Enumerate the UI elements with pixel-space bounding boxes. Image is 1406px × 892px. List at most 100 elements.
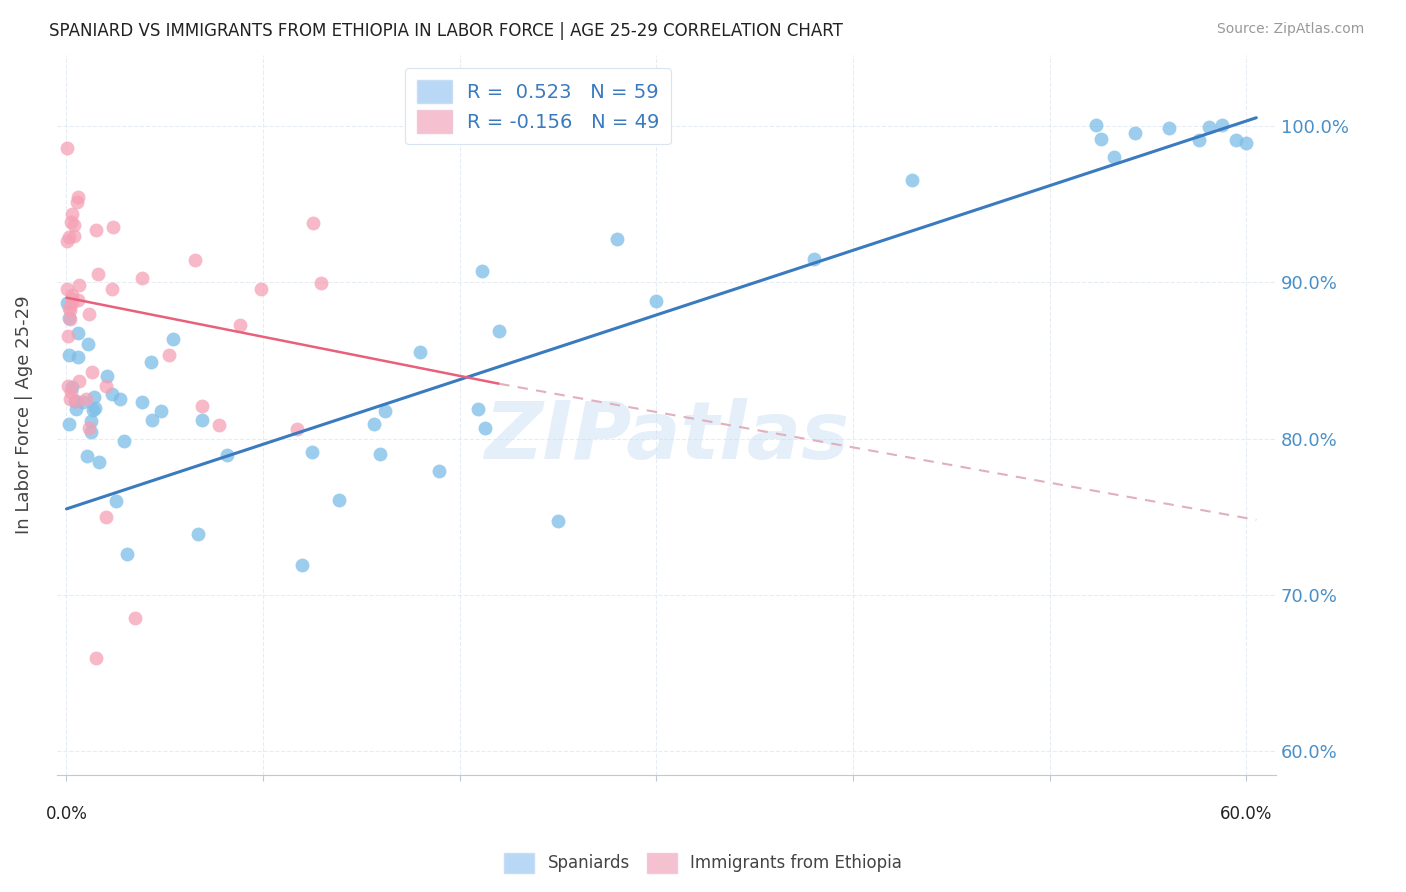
Point xyxy=(1225,133,1247,147)
Point xyxy=(157,348,180,362)
Point xyxy=(58,230,80,244)
Point xyxy=(66,189,89,203)
Point xyxy=(1084,118,1107,132)
Point xyxy=(108,392,131,406)
Point xyxy=(87,454,110,468)
Point xyxy=(94,509,117,524)
Point xyxy=(184,252,207,267)
Point xyxy=(1188,133,1211,147)
Point xyxy=(60,215,83,229)
Point xyxy=(1125,127,1147,141)
Point xyxy=(1198,120,1220,134)
Y-axis label: In Labor Force | Age 25-29: In Labor Force | Age 25-29 xyxy=(15,296,32,534)
Text: 60.0%: 60.0% xyxy=(1220,805,1272,823)
Point xyxy=(80,414,103,428)
Point xyxy=(141,413,163,427)
Point xyxy=(84,650,107,665)
Point xyxy=(60,292,83,306)
Point xyxy=(1234,136,1257,150)
Point xyxy=(67,293,90,307)
Text: 0.0%: 0.0% xyxy=(45,805,87,823)
Point xyxy=(302,215,325,229)
Point xyxy=(56,235,79,249)
Point xyxy=(58,328,80,343)
Point xyxy=(101,386,124,401)
Point xyxy=(63,393,86,408)
Point xyxy=(162,332,184,346)
Point xyxy=(83,390,105,404)
Point xyxy=(60,207,83,221)
Point xyxy=(65,195,87,210)
Point xyxy=(58,379,80,393)
Point xyxy=(409,344,432,359)
Point xyxy=(76,336,98,351)
Point xyxy=(150,403,173,417)
Text: SPANIARD VS IMMIGRANTS FROM ETHIOPIA IN LABOR FORCE | AGE 25-29 CORRELATION CHAR: SPANIARD VS IMMIGRANTS FROM ETHIOPIA IN … xyxy=(49,22,844,40)
Point xyxy=(901,173,924,187)
Point xyxy=(309,276,332,290)
Point xyxy=(1211,118,1233,132)
Point xyxy=(76,449,98,463)
Point xyxy=(229,318,252,332)
Point xyxy=(131,270,153,285)
Point xyxy=(328,492,350,507)
Point xyxy=(96,368,118,383)
Point xyxy=(1090,132,1112,146)
Point xyxy=(606,232,628,246)
Point xyxy=(429,464,451,478)
Point xyxy=(59,312,82,326)
Point xyxy=(187,526,209,541)
Point xyxy=(141,355,163,369)
Point xyxy=(645,293,668,308)
Legend: R =  0.523   N = 59, R = -0.156   N = 49: R = 0.523 N = 59, R = -0.156 N = 49 xyxy=(405,69,672,145)
Point xyxy=(1102,150,1125,164)
Point xyxy=(467,401,489,416)
Point xyxy=(82,365,104,379)
Point xyxy=(112,434,135,448)
Point xyxy=(82,403,104,417)
Point xyxy=(58,417,80,431)
Point xyxy=(291,558,314,573)
Point xyxy=(124,611,146,625)
Point xyxy=(60,288,83,302)
Point xyxy=(803,252,825,267)
Point xyxy=(67,374,90,388)
Point xyxy=(67,277,90,292)
Point xyxy=(190,412,212,426)
Point xyxy=(471,264,494,278)
Point xyxy=(217,448,239,462)
Point xyxy=(131,394,153,409)
Point xyxy=(94,379,117,393)
Point xyxy=(104,493,127,508)
Point xyxy=(56,295,79,310)
Point xyxy=(101,282,124,296)
Point xyxy=(80,425,103,440)
Legend: Spaniards, Immigrants from Ethiopia: Spaniards, Immigrants from Ethiopia xyxy=(498,847,908,880)
Point xyxy=(301,444,323,458)
Point xyxy=(83,401,105,415)
Point xyxy=(56,282,79,296)
Point xyxy=(250,282,273,296)
Point xyxy=(59,385,82,400)
Point xyxy=(60,379,83,393)
Point xyxy=(285,421,308,435)
Point xyxy=(59,392,82,406)
Point xyxy=(77,307,100,321)
Point xyxy=(60,296,83,310)
Text: Source: ZipAtlas.com: Source: ZipAtlas.com xyxy=(1216,22,1364,37)
Point xyxy=(58,347,80,361)
Point xyxy=(547,514,569,528)
Point xyxy=(115,547,138,561)
Point xyxy=(58,303,80,318)
Point xyxy=(58,310,80,325)
Point xyxy=(65,401,87,416)
Point xyxy=(62,229,84,244)
Point xyxy=(75,392,97,407)
Point xyxy=(363,417,385,431)
Point xyxy=(65,393,87,408)
Point xyxy=(1157,121,1180,136)
Point xyxy=(62,219,84,233)
Point xyxy=(77,421,100,435)
Point xyxy=(374,404,396,418)
Point xyxy=(72,395,94,409)
